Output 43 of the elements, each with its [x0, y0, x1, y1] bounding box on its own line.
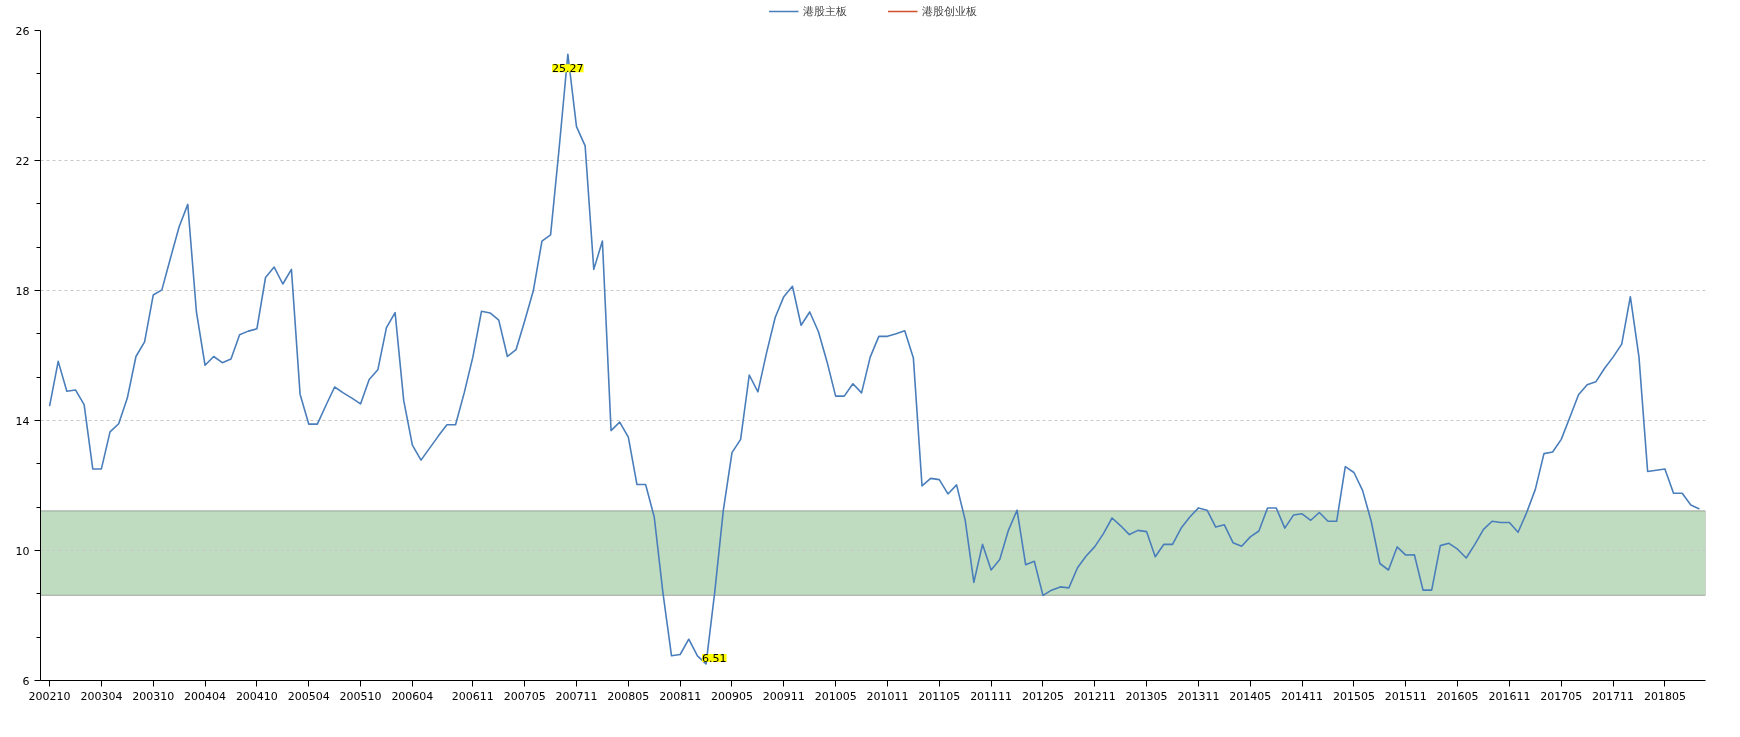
x-tick-label: 201505 [1332, 689, 1375, 703]
y-tick-label: 22 [15, 154, 30, 168]
y-tick-label: 6 [22, 674, 30, 688]
x-tick-label: 201705 [1540, 689, 1583, 703]
legend-label: 港股主板 [803, 3, 847, 19]
x-tick-label: 201105 [918, 689, 961, 703]
x-tick-label: 200210 [28, 689, 71, 703]
x-tick-label: 201805 [1643, 689, 1686, 703]
x-tick-label: 200404 [184, 689, 227, 703]
x-tick-label: 200410 [235, 689, 278, 703]
x-tick-label: 201611 [1488, 689, 1531, 703]
x-tick-label: 200705 [503, 689, 546, 703]
x-tick-label: 201605 [1436, 689, 1479, 703]
x-tick-label: 201511 [1384, 689, 1427, 703]
x-tick-label: 200310 [132, 689, 175, 703]
x-tick-label: 201111 [970, 689, 1013, 703]
x-tick-label: 200510 [339, 689, 382, 703]
x-tick-label: 200611 [451, 689, 494, 703]
y-tick-label: 10 [15, 544, 30, 558]
y-tick-label: 26 [15, 24, 30, 38]
x-tick-label: 200911 [762, 689, 805, 703]
x-tick-label: 201311 [1177, 689, 1220, 703]
x-tick-label: 201011 [866, 689, 909, 703]
x-tick-label: 201711 [1592, 689, 1635, 703]
x-tick-label: 200304 [80, 689, 123, 703]
x-tick-label: 201205 [1021, 689, 1064, 703]
x-tick-label: 200711 [555, 689, 598, 703]
text: 25.27 [552, 62, 584, 76]
x-tick-label: 200905 [710, 689, 753, 703]
x-tick-label: 201005 [814, 689, 857, 703]
line-series [48, 53, 1701, 665]
legend-label: 港股创业板 [922, 3, 977, 19]
y-tick-label: 18 [15, 284, 30, 298]
y-tick-label: 14 [15, 414, 30, 428]
text: 6.51 [702, 651, 727, 665]
x-tick-label: 200811 [659, 689, 702, 703]
x-tick-label: 200805 [607, 689, 650, 703]
x-tick-label: 201411 [1281, 689, 1324, 703]
x-tick-label: 200504 [287, 689, 330, 703]
x-tick-label: 200604 [391, 689, 434, 703]
x-tick-label: 201305 [1125, 689, 1168, 703]
x-tick-label: 201211 [1073, 689, 1116, 703]
x-tick-label: 201405 [1229, 689, 1272, 703]
